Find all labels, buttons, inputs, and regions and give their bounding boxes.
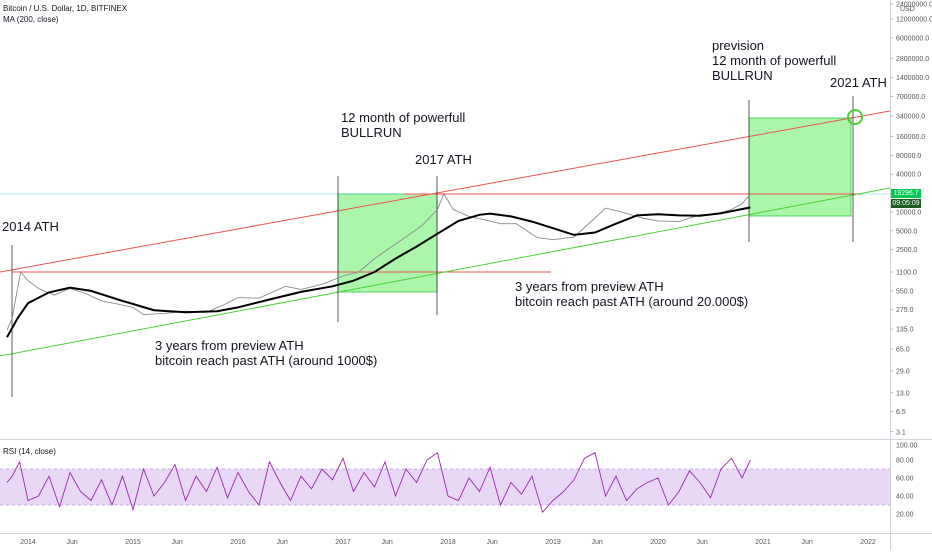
time-tick-label: Jun <box>801 539 812 546</box>
currency-label: USD <box>900 6 915 13</box>
price-tick-label: 275.0 <box>896 307 914 314</box>
price-tick-label: 24000000.0 <box>896 2 932 9</box>
time-tick-label: 2016 <box>230 539 246 546</box>
ath-2014-label: 2014 ATH <box>2 219 59 234</box>
note-20000-line1: 3 years from preview ATH <box>515 279 664 294</box>
note-1000-line1: 3 years from preview ATH <box>155 338 304 353</box>
lower-trend-line <box>0 187 891 357</box>
price-tick-label: 550.0 <box>896 288 914 295</box>
rsi-axis[interactable]: 100.00 80.00 60.00 40.00 20.00 <box>896 443 918 519</box>
prevision-note: prevision 12 month of powerfull BULLRUN <box>712 38 836 83</box>
bullrun-note-line2: BULLRUN <box>341 125 402 140</box>
price-series <box>6 192 751 331</box>
time-tick-label: 2014 <box>20 539 36 546</box>
rsi-tick-label: 100.00 <box>896 443 918 450</box>
price-tick-label: 340000.0 <box>896 114 925 121</box>
ath-2017-label: 2017 ATH <box>415 152 472 167</box>
price-tick-label: 3.1 <box>896 429 906 436</box>
prevision-note-line1: prevision <box>712 38 765 53</box>
rsi-legend[interactable]: RSI (14, close) <box>3 447 56 456</box>
price-axis[interactable]: 24000000.0 12000000.0 6000000.0 2800000.0 14… <box>890 2 932 437</box>
price-tick-label: 1400000.0 <box>896 75 929 82</box>
price-tick-label: 40000.0 <box>896 172 921 179</box>
time-axis[interactable]: 2014 Jun 2015 Jun 2016 Jun 2017 Jun 2018 Jun 2019 J… <box>20 539 876 546</box>
rsi-series <box>6 452 751 514</box>
ath-2021-target-circle[interactable] <box>847 109 863 125</box>
countdown-tag: 09:05:09 <box>891 199 921 208</box>
price-tick-label: 5000.0 <box>896 228 918 235</box>
last-price-tag: 19296.7 <box>891 189 921 198</box>
time-tick-label: Jun <box>591 539 602 546</box>
price-tick-label: 12000000.0 <box>896 17 932 24</box>
price-tick-label: 6000000.0 <box>896 35 929 42</box>
price-tick-label: 29.0 <box>896 368 910 375</box>
price-tick-label: 2500.0 <box>896 247 918 254</box>
time-tick-label: 2018 <box>440 539 456 546</box>
time-tick-label: 2021 <box>755 539 771 546</box>
time-tick-label: Jun <box>171 539 182 546</box>
prevision-note-line3: BULLRUN <box>712 68 773 83</box>
price-tick-label: 700000.0 <box>896 94 925 101</box>
rsi-tick-label: 40.00 <box>896 494 914 501</box>
note-1000-line2: bitcoin reach past ATH (around 1000$) <box>155 353 378 368</box>
note-20000-line2: bitcoin reach past ATH (around 20.000$) <box>515 294 749 309</box>
rsi-band <box>0 469 890 505</box>
rsi-tick-label: 60.00 <box>896 476 914 483</box>
price-tick-label: 80000.0 <box>896 153 921 160</box>
time-tick-label: 2019 <box>545 539 561 546</box>
prevision-note-line2: 12 month of powerfull <box>712 53 837 68</box>
price-tick-label: 160000.0 <box>896 134 925 141</box>
symbol-legend[interactable]: Bitcoin / U.S. Dollar, 1D, BITFINEX <box>3 4 128 13</box>
time-tick-label: 2015 <box>125 539 141 546</box>
time-tick-label: Jun <box>381 539 392 546</box>
price-tick-label: 1100.0 <box>896 270 917 277</box>
price-panel[interactable] <box>0 0 890 438</box>
price-tick-label: 2800000.0 <box>896 56 929 63</box>
bullrun-note-line1: 12 month of powerfull <box>341 110 466 125</box>
bullrun-box-2021 <box>748 117 852 217</box>
time-tick-label: 2022 <box>860 539 876 546</box>
rsi-tick-label: 20.00 <box>896 512 914 519</box>
time-tick-label: 2017 <box>335 539 351 546</box>
time-tick-label: Jun <box>696 539 707 546</box>
ma-200-series <box>6 206 751 338</box>
price-tick-label: 65.0 <box>896 346 910 353</box>
time-tick-label: Jun <box>486 539 497 546</box>
price-tick-label: 10000.0 <box>896 209 921 216</box>
time-tick-label: Jun <box>66 539 77 546</box>
note-20000: 3 years from preview ATH bitcoin reach p… <box>515 279 748 309</box>
ma-legend[interactable]: MA (200, close) <box>3 15 59 24</box>
upper-trend-line <box>0 110 891 273</box>
time-tick-label: 2020 <box>650 539 666 546</box>
price-tick-label: 135.0 <box>896 327 914 334</box>
price-tick-label: 6.5 <box>896 409 906 416</box>
price-tick-label: 13.0 <box>896 390 910 397</box>
time-tick-label: Jun <box>276 539 287 546</box>
bullrun-note: 12 month of powerfull BULLRUN <box>341 110 465 140</box>
rsi-tick-label: 80.00 <box>896 458 914 465</box>
note-1000: 3 years from preview ATH bitcoin reach p… <box>155 338 377 368</box>
ath-2021-label: 2021 ATH <box>830 75 887 90</box>
